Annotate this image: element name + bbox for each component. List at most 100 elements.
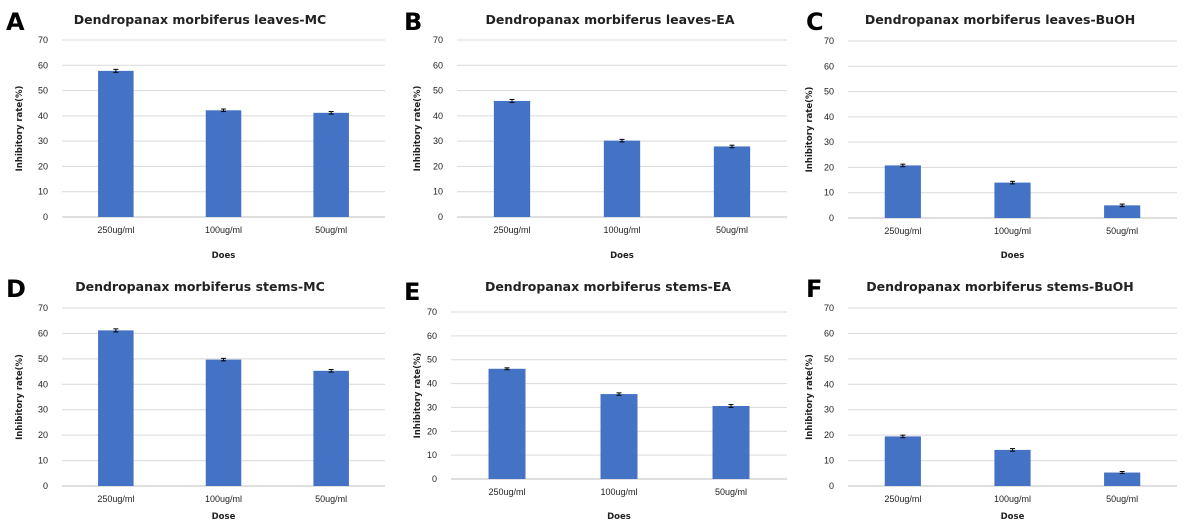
error-bar [113, 328, 119, 333]
y-tick-label: 60 [38, 60, 48, 70]
x-axis-title: Does [607, 512, 631, 522]
y-axis-title: Inhibitory rate(%) [15, 85, 25, 171]
y-tick-label: 0 [438, 212, 443, 222]
y-tick-label: 0 [43, 212, 48, 222]
y-tick-label: 20 [824, 162, 834, 172]
x-tick-label: 50ug/ml [716, 225, 748, 235]
y-tick-label: 70 [427, 307, 437, 317]
bar [313, 112, 349, 217]
y-tick-label: 20 [38, 430, 48, 440]
error-bar [509, 98, 515, 103]
y-tick-label: 70 [38, 303, 48, 313]
y-tick-label: 30 [427, 402, 437, 412]
error-bar [1010, 180, 1015, 185]
y-tick-label: 60 [427, 331, 437, 341]
x-axis-title: Dose [212, 512, 236, 522]
y-tick-label: 50 [38, 354, 48, 364]
panel-letter: C [806, 8, 824, 36]
error-bar [728, 404, 734, 408]
bar [493, 100, 531, 217]
y-tick-label: 10 [427, 450, 437, 460]
chart-panel-c: C Dendropanax morbiferus leaves-BuOH 0 10 20… [805, 8, 1177, 261]
error-bar [900, 163, 906, 168]
x-tick-label: 250ug/ml [493, 225, 530, 235]
bar [603, 140, 641, 217]
x-tick-label: 100ug/ml [205, 225, 242, 235]
bar [98, 330, 134, 486]
x-tick-label: 250ug/ml [884, 494, 921, 504]
error-bar [328, 369, 334, 373]
chart-title: Dendropanax morbiferus leaves-MC [74, 12, 326, 27]
x-tick-label: 50ug/ml [715, 487, 747, 497]
chart-panel-f: F Dendropanax morbiferus stems-BuOH 0 10 20 3… [805, 275, 1177, 522]
bar [488, 368, 526, 479]
y-tick-label: 40 [427, 379, 437, 389]
y-tick-label: 10 [433, 187, 443, 197]
panel-letter: A [6, 8, 25, 36]
y-tick-label: 40 [38, 379, 48, 389]
y-tick-label: 60 [824, 328, 834, 338]
y-tick-label: 30 [824, 405, 834, 415]
bar [205, 110, 242, 217]
bar [712, 405, 750, 479]
y-tick-label: 10 [824, 188, 834, 198]
error-bar [1119, 471, 1125, 475]
x-tick-label: 50ug/ml [1106, 494, 1138, 504]
error-bar [113, 68, 119, 73]
x-tick-label: 250ug/ml [97, 225, 134, 235]
y-tick-label: 40 [824, 112, 834, 122]
x-tick-label: 250ug/ml [488, 487, 525, 497]
bar [994, 449, 1031, 486]
y-tick-label: 50 [824, 354, 834, 364]
chart-title: Dendropanax morbiferus leaves-BuOH [865, 12, 1135, 27]
x-tick-label: 50ug/ml [315, 225, 347, 235]
x-tick-label: 100ug/ml [603, 225, 640, 235]
error-bar [619, 138, 625, 143]
y-tick-label: 40 [38, 111, 48, 121]
bar [884, 165, 921, 218]
y-tick-label: 10 [38, 187, 48, 197]
y-tick-label: 10 [824, 456, 834, 466]
bar [713, 146, 751, 217]
x-tick-label: 250ug/ml [884, 226, 921, 236]
y-tick-label: 20 [433, 161, 443, 171]
panel-letter: F [806, 275, 822, 303]
error-bar [1010, 448, 1015, 452]
y-tick-label: 60 [38, 328, 48, 338]
y-tick-label: 0 [43, 481, 48, 491]
chart-panel-a: A Dendropanax morbiferus leaves-MC 0 10 20 30… [6, 8, 385, 261]
y-tick-label: 40 [824, 379, 834, 389]
y-tick-label: 70 [38, 35, 48, 45]
panel-letter: D [6, 275, 26, 303]
chart-panel-e: E Dendropanax morbiferus stems-EA 0 10 20 30 4… [404, 278, 787, 522]
y-tick-label: 20 [427, 426, 437, 436]
x-axis-title: Does [610, 251, 634, 261]
bar [884, 436, 921, 486]
error-bar [221, 108, 226, 113]
x-axis-title: Dose [1001, 512, 1025, 522]
x-axis-title: Does [1001, 251, 1025, 261]
bar [1104, 205, 1141, 218]
y-axis-title: Inhibitory rate(%) [413, 352, 423, 438]
error-bar [328, 111, 334, 115]
x-tick-label: 100ug/ml [600, 487, 637, 497]
chart-panel-d: D Dendropanax morbiferus stems-MC 0 10 20 30 4… [6, 275, 385, 522]
bar [600, 394, 638, 479]
y-axis-title: Inhibitory rate(%) [805, 354, 815, 440]
y-tick-label: 70 [433, 35, 443, 45]
chart-panel-b: B Dendropanax morbiferus leaves-EA 0 10 20 30… [404, 8, 787, 261]
y-tick-label: 30 [38, 136, 48, 146]
y-axis-title: Inhibitory rate(%) [413, 85, 423, 171]
y-tick-label: 30 [38, 405, 48, 415]
y-tick-label: 70 [824, 36, 834, 46]
y-tick-label: 50 [427, 355, 437, 365]
x-tick-label: 100ug/ml [994, 494, 1031, 504]
error-bar [504, 367, 510, 371]
error-bar [616, 392, 622, 396]
y-tick-label: 70 [824, 303, 834, 313]
panel-letter: E [404, 278, 420, 306]
bar [994, 182, 1031, 218]
bar [1104, 472, 1141, 486]
x-tick-label: 250ug/ml [97, 494, 134, 504]
